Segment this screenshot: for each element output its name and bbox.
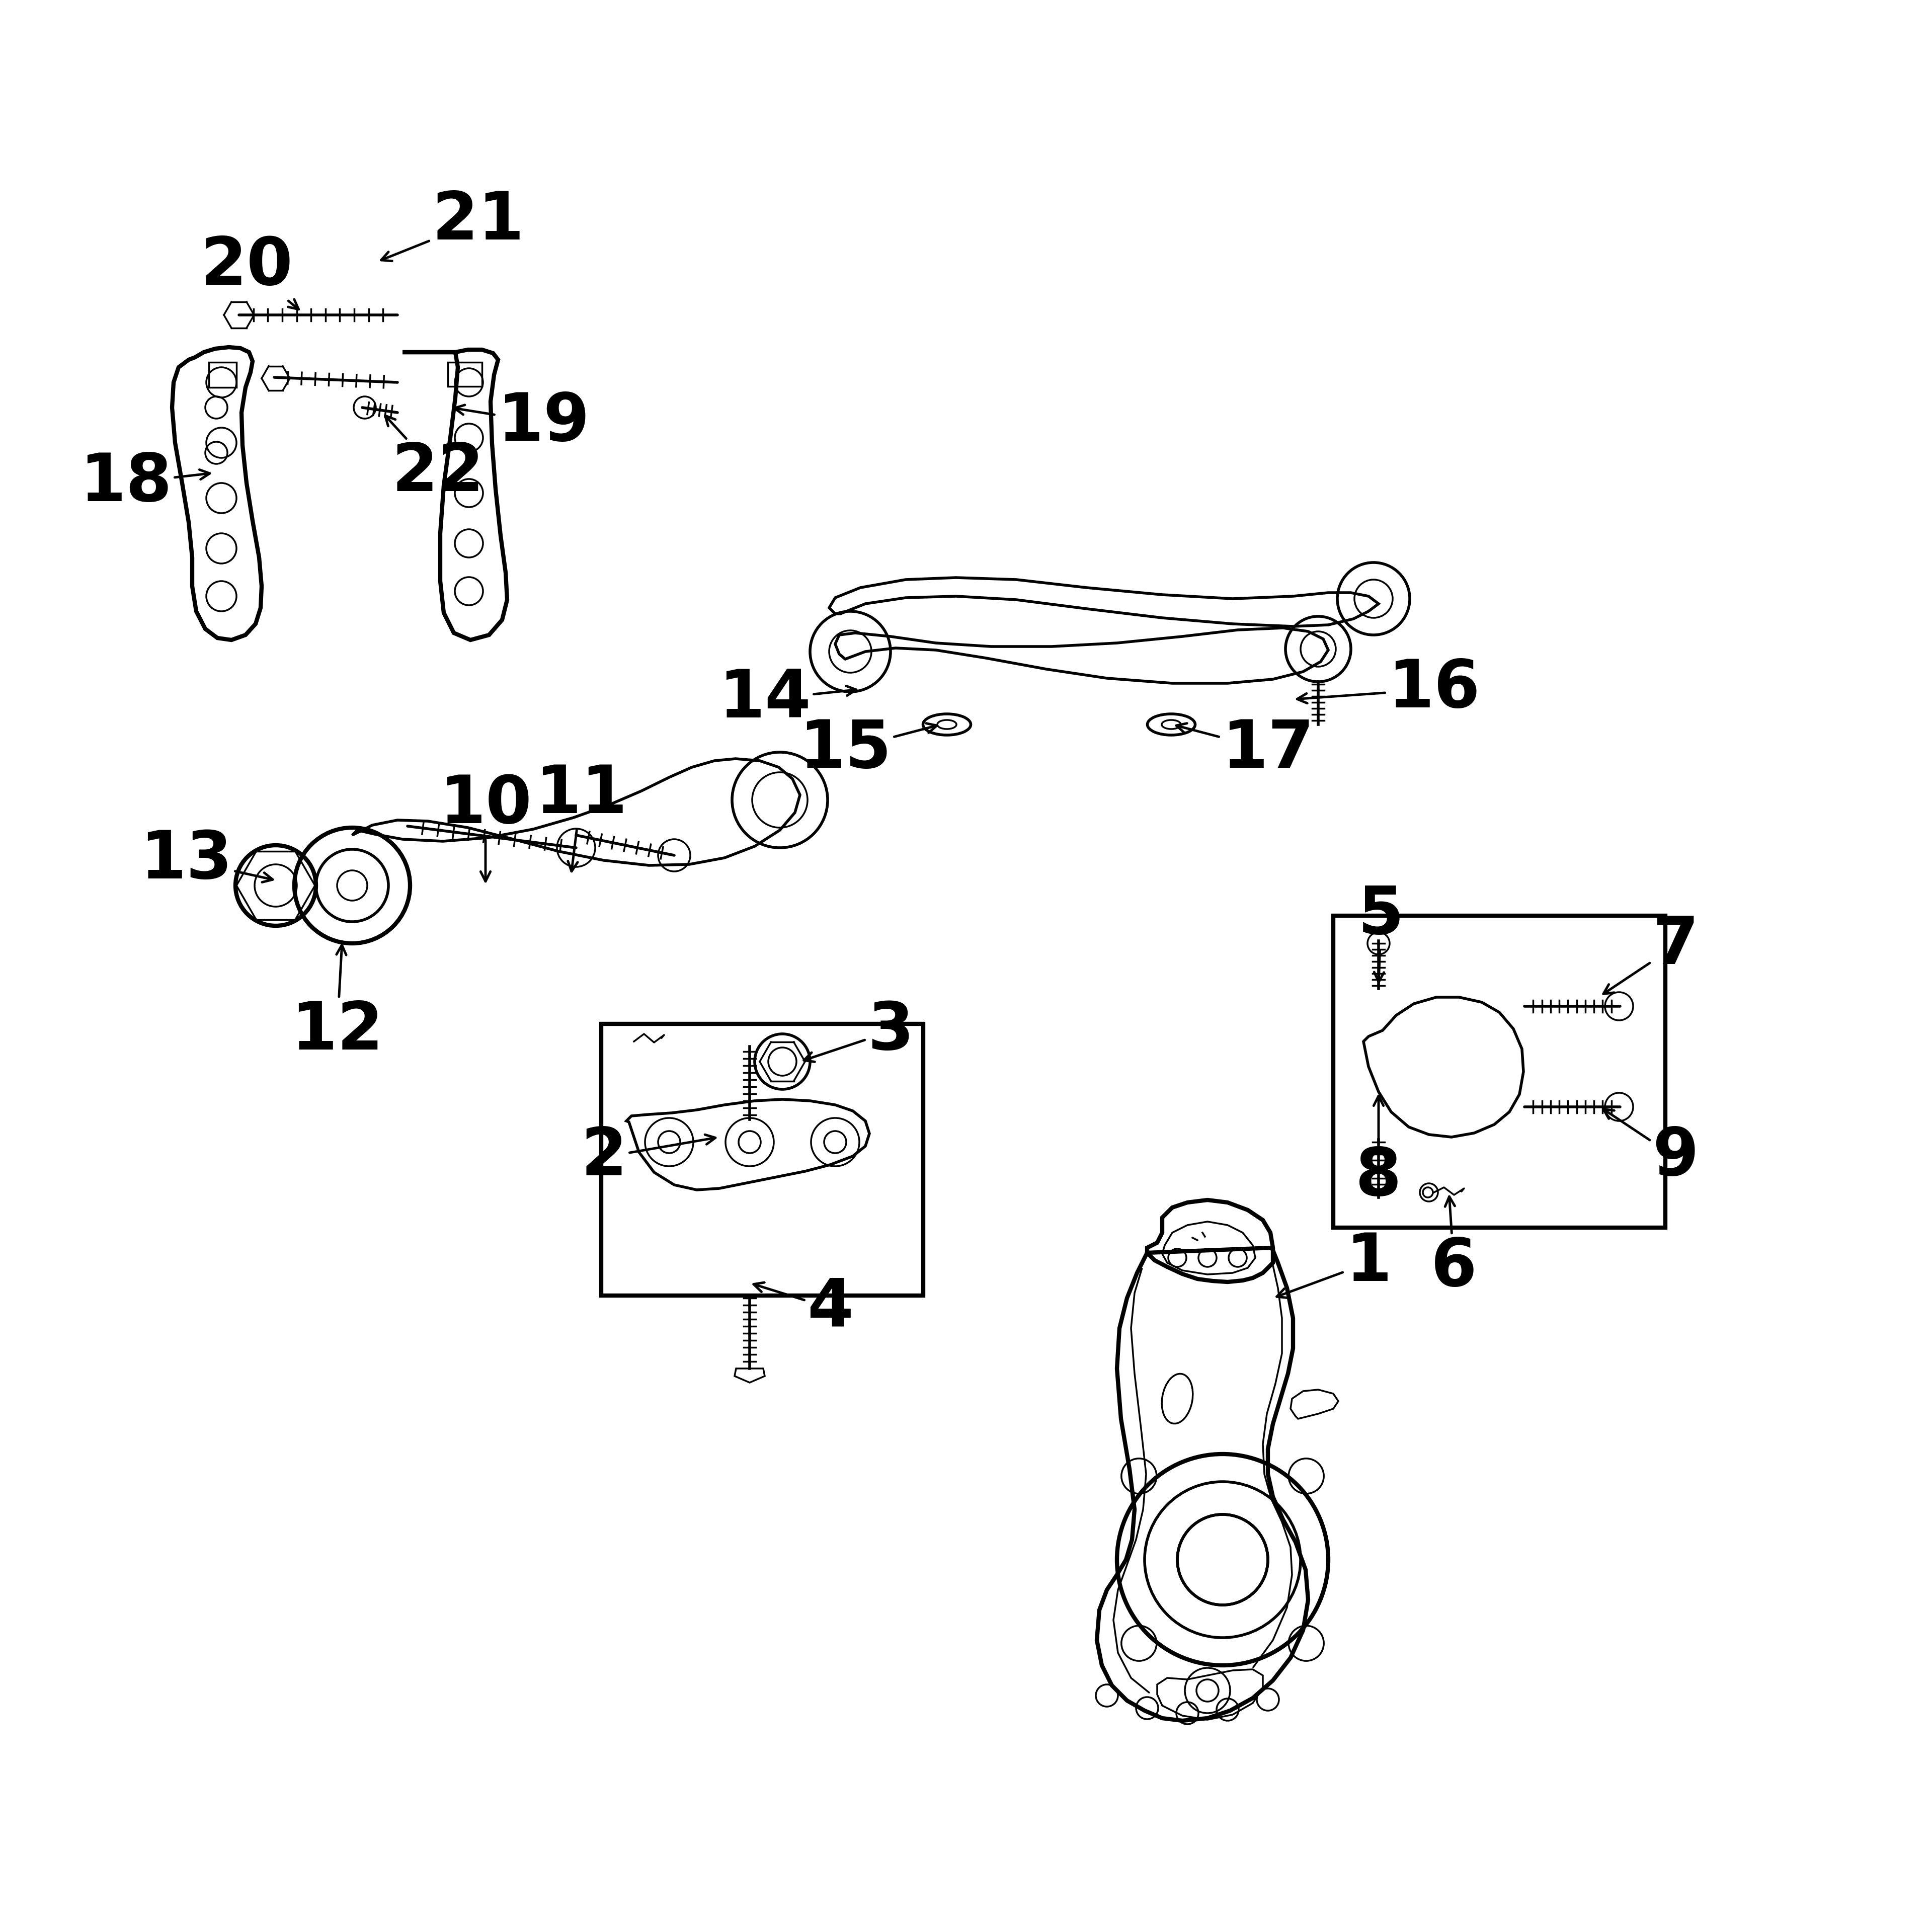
Text: 4: 4	[753, 1277, 854, 1341]
Text: 15: 15	[800, 717, 937, 782]
Text: 11: 11	[535, 763, 628, 871]
Text: 17: 17	[1177, 717, 1314, 782]
Bar	[1333, 916, 1665, 1227]
Text: 1: 1	[1277, 1231, 1391, 1298]
Text: 8: 8	[1356, 1095, 1401, 1209]
Text: 9: 9	[1604, 1109, 1698, 1188]
Text: 6: 6	[1432, 1196, 1478, 1300]
Text: 22: 22	[384, 415, 483, 504]
Text: 5: 5	[1358, 883, 1405, 981]
Text: 20: 20	[201, 234, 299, 309]
Text: 13: 13	[139, 829, 272, 893]
Text: 14: 14	[719, 667, 856, 732]
Text: 2: 2	[582, 1124, 715, 1188]
Text: 10: 10	[439, 773, 531, 881]
Bar	[601, 1024, 923, 1296]
Text: 19: 19	[454, 390, 589, 454]
Text: 7: 7	[1604, 914, 1698, 993]
Text: 21: 21	[381, 189, 524, 261]
Text: 16: 16	[1296, 657, 1480, 721]
Text: 3: 3	[804, 999, 914, 1063]
Text: 18: 18	[79, 450, 211, 516]
Text: 12: 12	[292, 945, 383, 1063]
Circle shape	[1177, 1515, 1267, 1605]
